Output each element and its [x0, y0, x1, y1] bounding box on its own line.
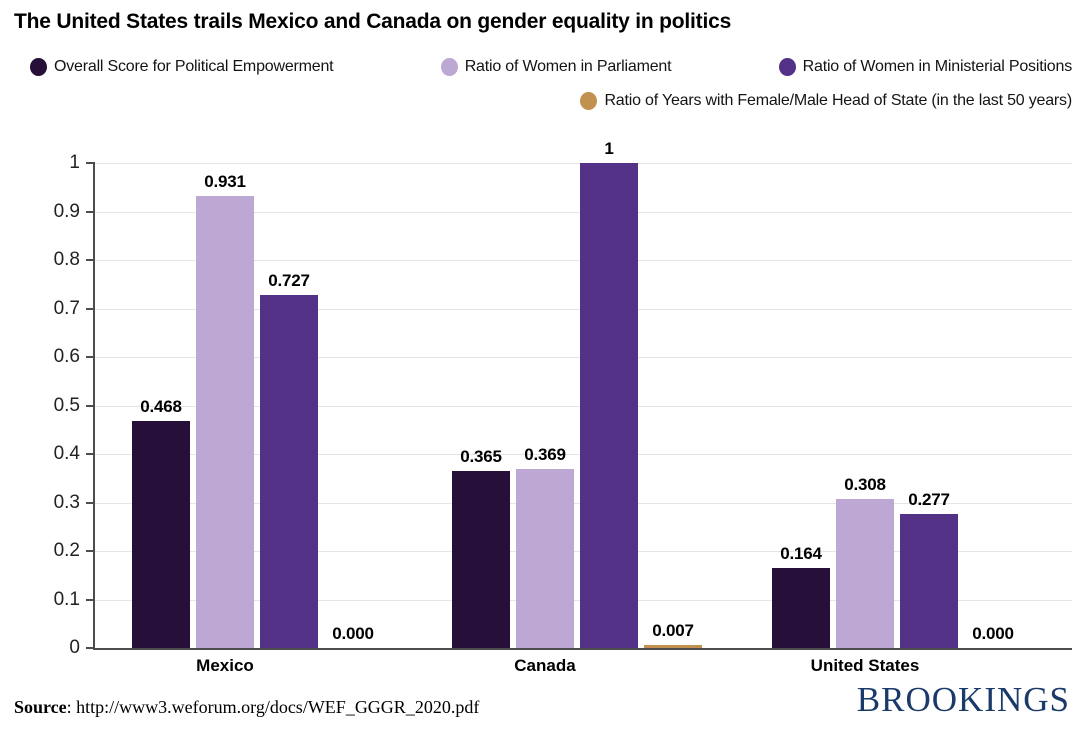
bar-value-label: 0.000 — [332, 624, 374, 643]
bar-mexico-series-2 — [260, 295, 318, 648]
bar-united-states-series-2 — [900, 513, 958, 648]
y-axis-tick — [86, 453, 93, 455]
legend-item-women-ministerial: Ratio of Women in Ministerial Positions — [778, 58, 1073, 76]
legend-label: Ratio of Women in Parliament — [464, 58, 672, 75]
y-axis-tick-label: 0.1 — [53, 588, 80, 610]
y-axis-tick-label: 0.8 — [53, 249, 80, 270]
legend-label: Overall Score for Political Empowerment — [54, 58, 334, 75]
legend-swatch-icon — [440, 58, 458, 76]
legend-item-head-of-state: Ratio of Years with Female/Male Head of … — [580, 92, 1072, 110]
y-axis-tick — [86, 647, 93, 649]
bar-value-label: 1 — [604, 139, 614, 158]
bar-united-states-series-1 — [836, 498, 894, 648]
y-axis-tick — [86, 550, 93, 552]
bar-canada-series-2 — [580, 163, 638, 648]
brookings-logo: BROOKINGS — [856, 680, 1070, 719]
y-axis-tick — [86, 259, 93, 261]
legend-label: Ratio of Women in Ministerial Positions — [802, 58, 1073, 75]
legend-label: Ratio of Years with Female/Male Head of … — [604, 92, 1072, 109]
legend-item-overall-score: Overall Score for Political Empowerment — [30, 58, 334, 76]
bar-value-label: 0.369 — [524, 445, 566, 465]
bar-mexico-series-0 — [132, 421, 190, 648]
y-axis-tick-label: 0.6 — [53, 346, 80, 367]
bar-value-label: 0.468 — [140, 397, 182, 417]
bar-united-states-series-0 — [772, 568, 830, 648]
legend-row-1: Overall Score for Political Empowerment … — [30, 58, 1072, 76]
bar-canada-series-1 — [516, 469, 574, 648]
plot-area: 1 0.9 0.8 0.7 0.6 0.5 0.4 0.3 0.2 0.1 0 0.468 0.931 0… — [54, 139, 1072, 675]
y-axis-tick — [86, 598, 93, 601]
source-url: : http://www3.weforum.org/docs/WEF_GGGR_… — [66, 697, 480, 717]
y-axis-tick-label: 0 — [69, 637, 80, 658]
bar-value-label: 0.000 — [972, 624, 1014, 643]
y-axis-tick-label: 0.4 — [53, 443, 80, 464]
bar-value-label: 0.164 — [780, 544, 822, 564]
y-axis-tick-label: 0.9 — [53, 200, 80, 222]
chart-title: The United States trails Mexico and Cana… — [14, 10, 732, 33]
bar-mexico-series-1 — [196, 196, 254, 648]
bar-value-label: 0.007 — [652, 620, 694, 640]
y-axis-tick-label: 1 — [69, 152, 80, 173]
legend-swatch-icon — [580, 92, 598, 110]
y-axis-tick — [86, 501, 93, 504]
x-axis-category-label: Canada — [514, 656, 576, 675]
legend-row-2: Ratio of Years with Female/Male Head of … — [580, 92, 1072, 110]
legend-item-women-parliament: Ratio of Women in Parliament — [440, 58, 672, 76]
y-axis-tick-label: 0.2 — [53, 540, 80, 561]
y-axis-tick-label: 0.7 — [53, 297, 80, 319]
x-axis-category-label: United States — [810, 656, 920, 675]
source-label: Source — [14, 697, 67, 717]
y-axis-tick — [86, 356, 93, 358]
y-axis-tick — [86, 404, 93, 407]
bar-value-label: 0.727 — [268, 271, 310, 291]
bar-canada-series-0 — [452, 470, 510, 648]
y-axis-tick — [86, 307, 93, 310]
legend-swatch-icon — [30, 58, 47, 76]
y-axis-tick — [86, 162, 93, 164]
bar-canada-series-3 — [644, 644, 702, 648]
y-axis-tick-label: 0.5 — [53, 394, 80, 416]
source-line: Source: http://www3.weforum.org/docs/WEF… — [14, 697, 479, 718]
y-axis-tick — [86, 210, 93, 213]
y-axis-tick-label: 0.3 — [53, 491, 80, 513]
bar-value-label: 0.277 — [908, 489, 950, 509]
bar-value-label: 0.931 — [204, 172, 246, 192]
bar-value-label: 0.308 — [844, 474, 886, 494]
legend-swatch-icon — [778, 58, 796, 76]
y-axis-line — [93, 162, 95, 650]
x-axis-category-label: Mexico — [196, 656, 254, 675]
x-axis-line — [93, 648, 1072, 650]
bar-value-label: 0.365 — [460, 446, 502, 466]
